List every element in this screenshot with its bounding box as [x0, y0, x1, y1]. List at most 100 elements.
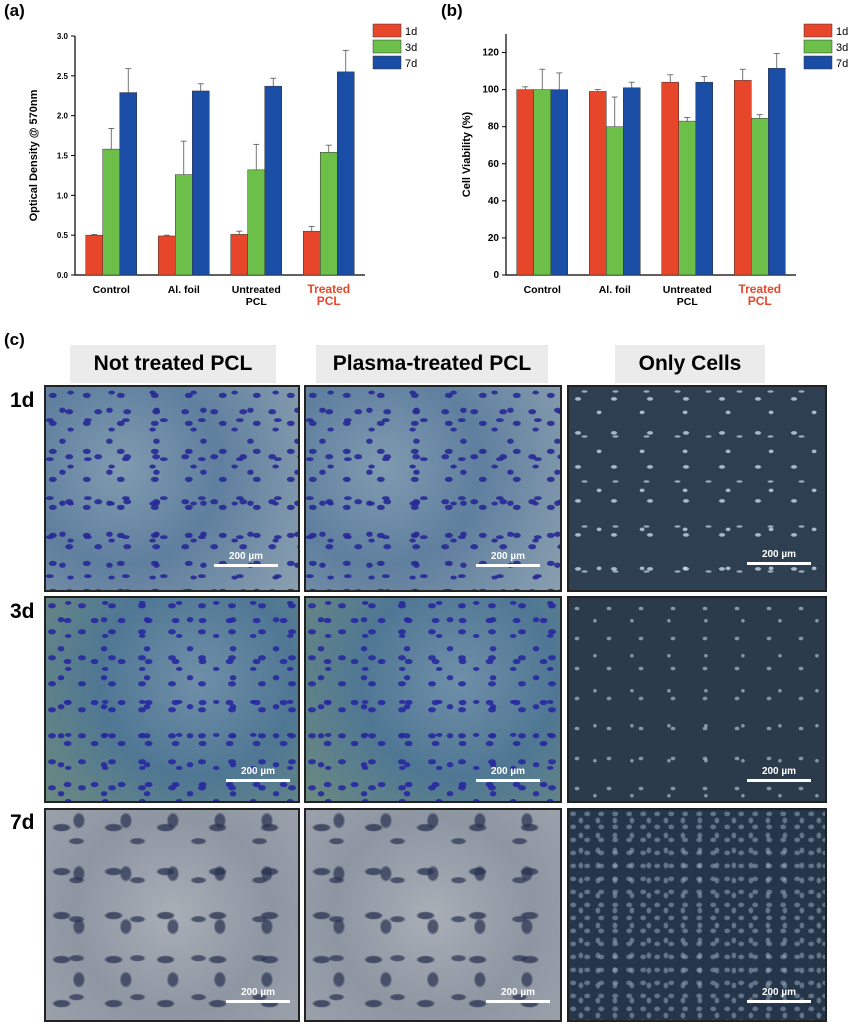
bar-3d: [751, 118, 769, 276]
bar-3d: [678, 120, 696, 276]
scale-bar-label: 200 µm: [228, 551, 264, 562]
legend-label-7d: 7d: [836, 58, 848, 70]
scale-bar-label: 200 µm: [240, 987, 276, 998]
bar-7d: [550, 89, 568, 276]
x-tick-label: Control: [524, 284, 561, 296]
x-tick-label: Control: [93, 284, 130, 296]
micrograph-plasma-treated-1d: 200 µm: [304, 385, 562, 592]
row-label-3d: 3d: [10, 600, 35, 623]
cell-viability-chart: 0 20 40 60 80 100 120 Cell Viability (%) Control…: [461, 23, 848, 308]
bar-7d: [119, 92, 137, 276]
panel-a-label: (a): [4, 1, 25, 20]
scale-bar-label: 200 µm: [761, 766, 797, 777]
x-tick-label: Untreated: [663, 284, 712, 296]
micrograph-plasma-treated-3d: 200 µm: [304, 596, 562, 803]
scale-bar: 200 µm: [226, 766, 290, 782]
panel-c-label: (c): [4, 330, 25, 349]
row-label-1d: 1d: [10, 389, 35, 412]
micrograph-only-cells-1d: 200 µm: [567, 385, 827, 592]
scale-bar: 200 µm: [486, 987, 550, 1003]
bar-1d: [303, 230, 321, 276]
bar-3d: [175, 174, 193, 276]
bar-3d: [102, 148, 120, 276]
y-tick-label: 100: [482, 85, 499, 96]
x-tick-label: PCL: [317, 294, 341, 308]
legend-label-3d: 3d: [836, 42, 848, 54]
micrograph-plasma-treated-7d: 200 µm: [304, 808, 562, 1022]
bar-7d: [623, 87, 641, 276]
bar-1d: [661, 81, 679, 276]
bar-1d: [230, 234, 248, 276]
micrograph-not-treated-3d: 200 µm: [44, 596, 300, 803]
scale-bar: 200 µm: [476, 766, 540, 782]
x-tick-label: PCL: [677, 296, 699, 308]
bar-1d: [158, 235, 176, 276]
bar-3d: [533, 89, 551, 276]
y-tick-label: 1.5: [57, 152, 69, 161]
scale-bar-label: 200 µm: [761, 987, 797, 998]
legend-swatch-7d: [803, 55, 833, 70]
legend-swatch-1d: [803, 23, 833, 38]
scale-bar: 200 µm: [747, 549, 811, 565]
y-tick-label: 40: [488, 196, 500, 207]
bar-7d: [768, 68, 786, 276]
y-tick-label: 2.0: [57, 112, 69, 121]
y-axis-title: Cell Viability (%): [461, 111, 473, 197]
y-tick-label: 120: [482, 48, 499, 59]
column-header-not-treated: Not treated PCL: [70, 345, 276, 383]
bar-7d: [337, 71, 355, 276]
micrograph-not-treated-7d: 200 µm: [44, 808, 300, 1022]
bar-1d: [516, 89, 534, 276]
y-tick-label: 20: [488, 233, 500, 244]
row-label-7d: 7d: [10, 811, 35, 834]
x-tick-label: Untreated: [232, 284, 281, 296]
bar-7d: [264, 85, 282, 276]
legend-swatch-7d: [372, 55, 402, 70]
y-tick-label: 2.5: [57, 72, 69, 81]
legend-swatch-3d: [372, 39, 402, 54]
bar-1d: [85, 234, 103, 276]
x-tick-label: Al. foil: [599, 284, 631, 296]
scale-bar-label: 200 µm: [240, 766, 276, 777]
legend-label-1d: 1d: [405, 26, 417, 38]
scale-bar: 200 µm: [476, 551, 540, 567]
scale-bar-label: 200 µm: [490, 551, 526, 562]
y-tick-label: 3.0: [57, 32, 69, 41]
legend-label-3d: 3d: [405, 42, 417, 54]
y-tick-label: 1.0: [57, 191, 69, 200]
optical-density-chart: 0.0 0.5 1.0 1.5 2.0 2.5 3.0 Optical Density @ 5…: [28, 23, 417, 308]
x-tick-label: Treated: [307, 282, 350, 296]
y-tick-label: 0.5: [57, 231, 69, 240]
column-header-only-cells: Only Cells: [615, 345, 765, 383]
legend-label-1d: 1d: [836, 26, 848, 38]
y-tick-label: 60: [488, 159, 500, 170]
scale-bar: 200 µm: [747, 766, 811, 782]
x-tick-label: PCL: [246, 296, 268, 308]
y-tick-label: 0: [493, 270, 499, 281]
scale-bar-label: 200 µm: [490, 766, 526, 777]
scale-bar: 200 µm: [226, 987, 290, 1003]
bar-3d: [247, 169, 265, 276]
column-header-plasma-treated: Plasma-treated PCL: [316, 345, 548, 383]
x-tick-label: Treated: [738, 282, 781, 296]
y-axis-title: Optical Density @ 570nm: [28, 89, 40, 221]
panel-b-label: (b): [441, 1, 463, 20]
y-tick-label: 80: [488, 122, 500, 133]
bar-1d: [734, 80, 752, 276]
bar-7d: [695, 81, 713, 276]
scale-bar-label: 200 µm: [500, 987, 536, 998]
scale-bar: 200 µm: [747, 987, 811, 1003]
legend-swatch-3d: [803, 39, 833, 54]
x-tick-label: PCL: [748, 294, 772, 308]
micrograph-only-cells-7d: 200 µm: [567, 808, 827, 1022]
bar-1d: [589, 91, 607, 276]
bar-3d: [320, 152, 338, 276]
micrograph-only-cells-3d: 200 µm: [567, 596, 827, 803]
legend-label-7d: 7d: [405, 58, 417, 70]
micrograph-not-treated-1d: 200 µm: [44, 385, 300, 592]
bar-7d: [192, 90, 210, 276]
scale-bar-label: 200 µm: [761, 549, 797, 560]
bar-3d: [606, 126, 624, 276]
x-tick-label: Al. foil: [168, 284, 200, 296]
y-tick-label: 0.0: [57, 271, 69, 280]
